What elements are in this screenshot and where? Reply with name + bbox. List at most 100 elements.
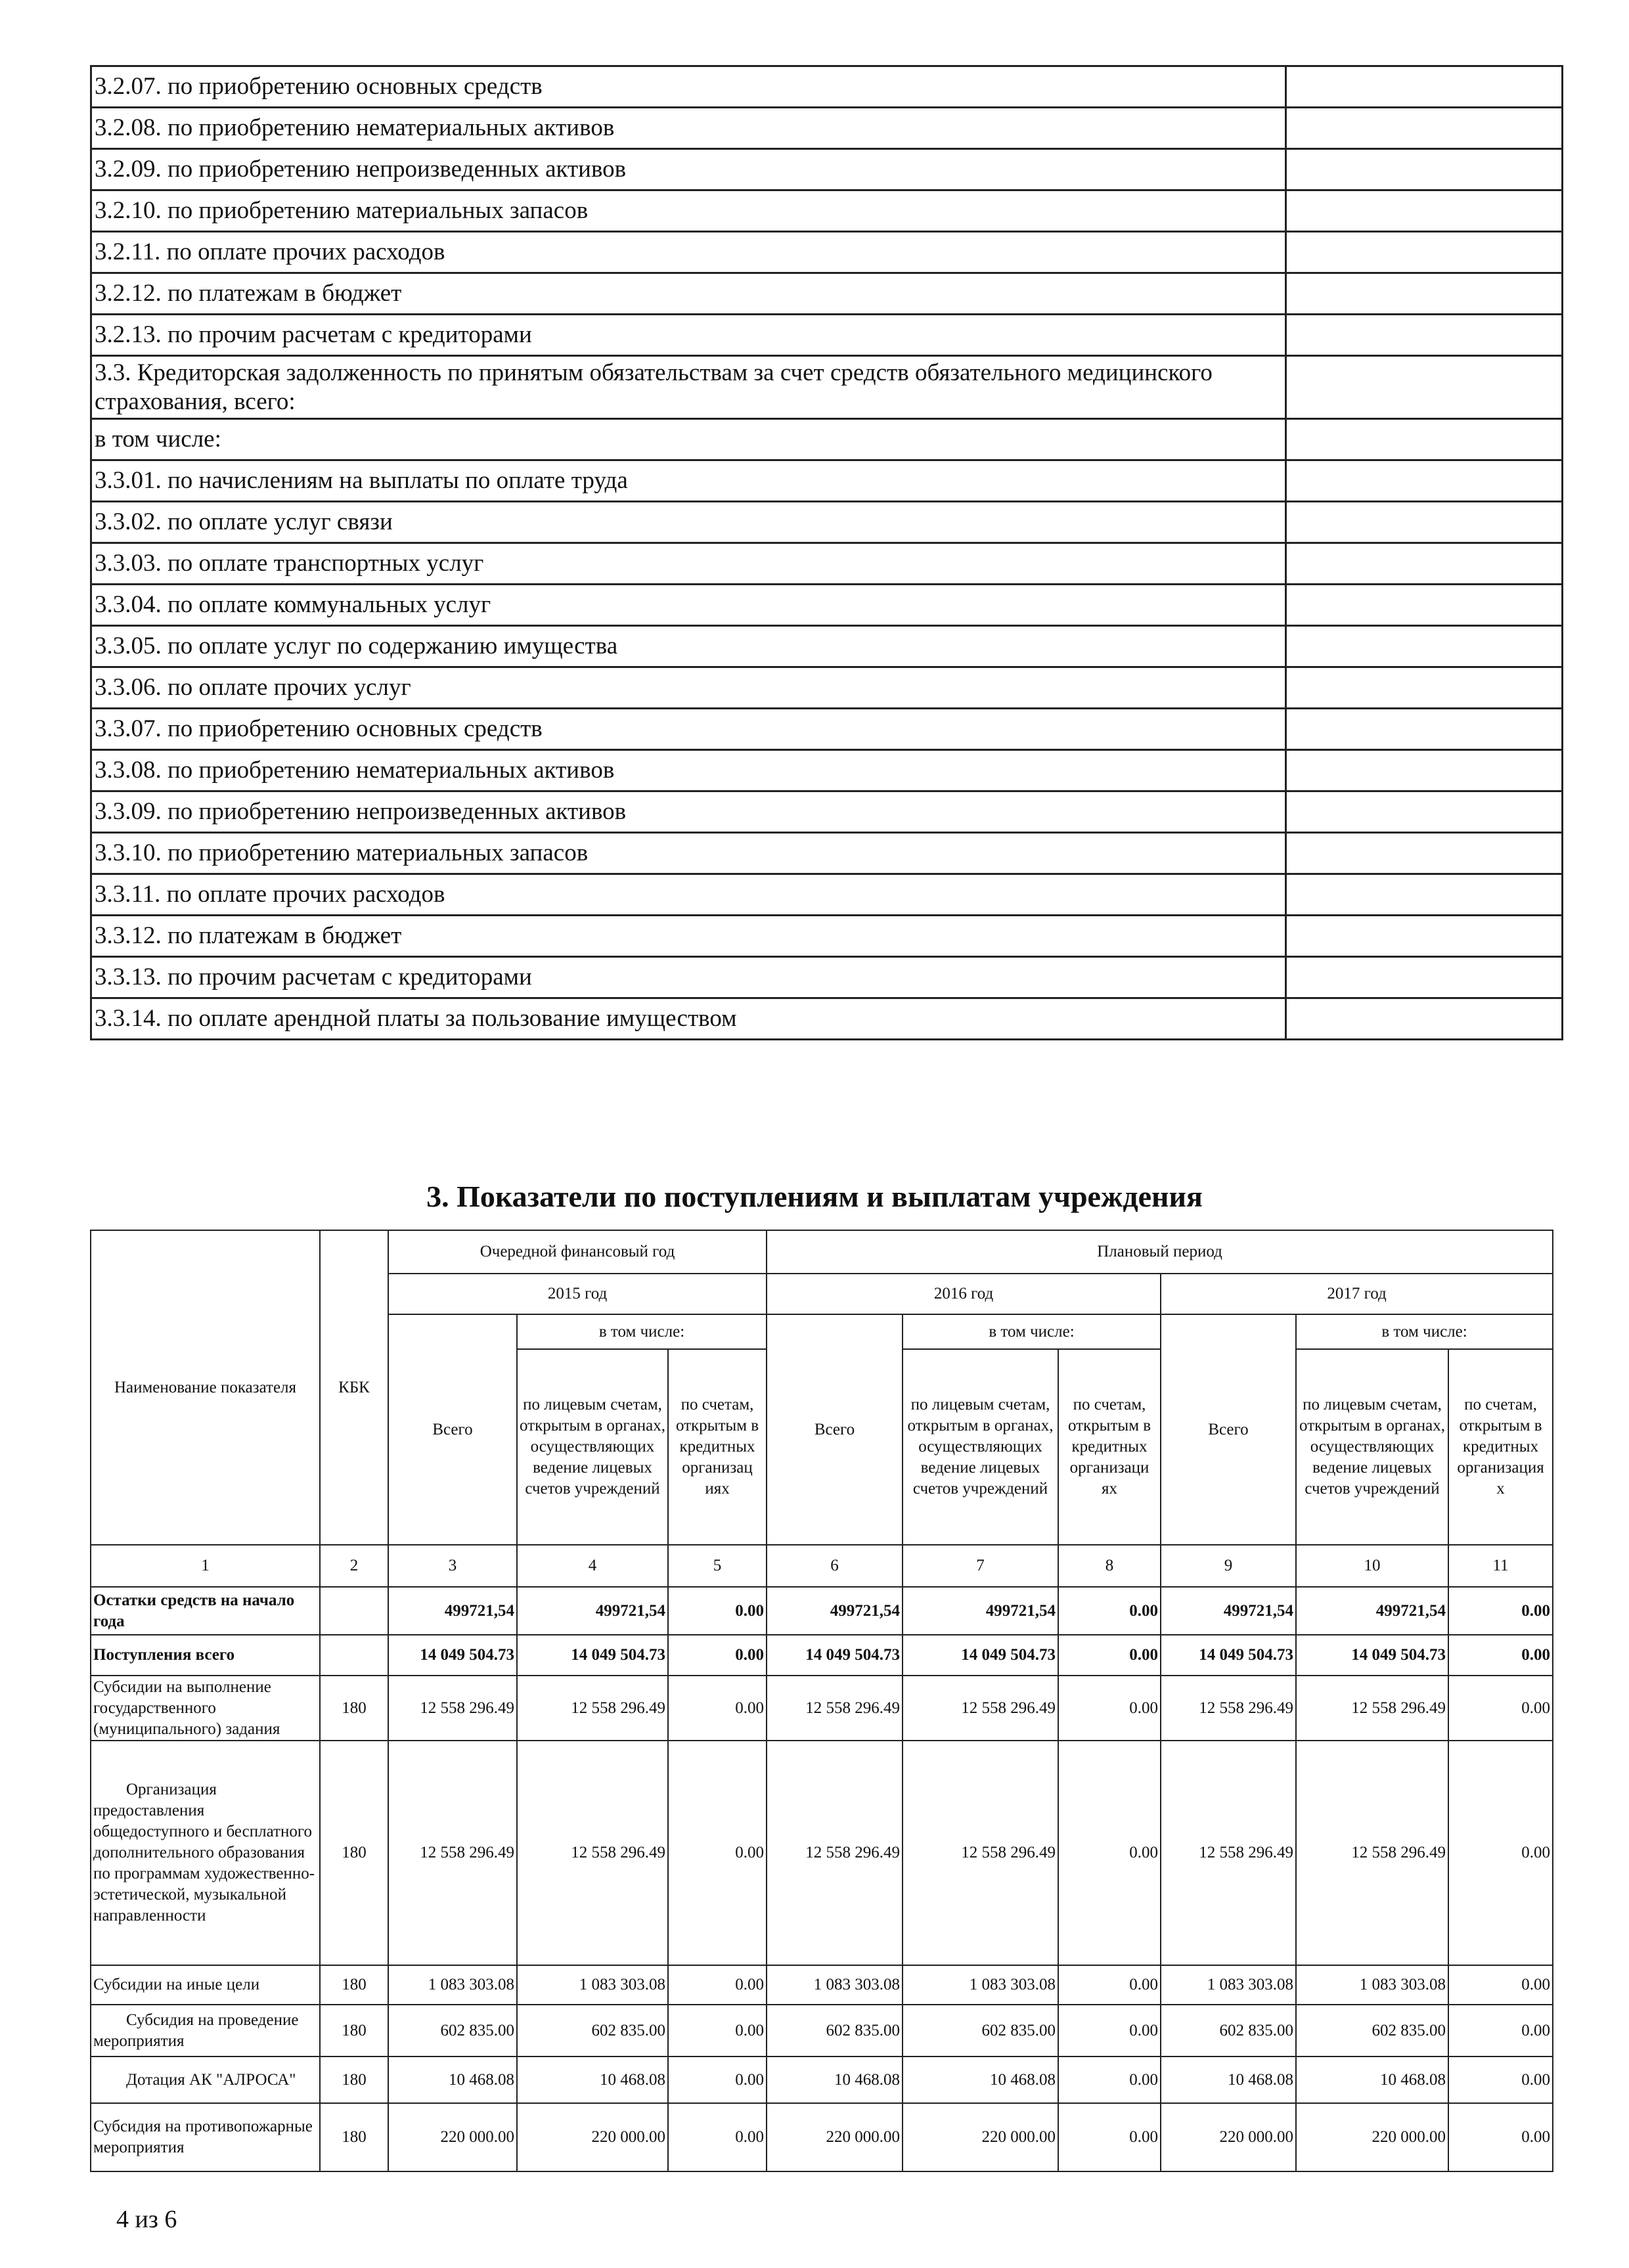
value-cell: 12 558 296.49 [1160,1675,1297,1741]
row-value-cell [1285,583,1563,627]
table-row: 3.3.03. по оплате транспортных услуг [90,542,1563,585]
row-label: 3.2.12. по платежам в бюджет [90,272,1287,315]
value-cell: 12 558 296.49 [1160,1740,1297,1966]
value-cell: 0.00 [1448,1740,1554,1966]
value-cell: 1 083 303.08 [388,1965,518,2005]
row-value-cell [1285,832,1563,875]
row-label: 3.3.09. по приобретению непроизведенных … [90,790,1287,834]
row-label: 3.3.07. по приобретению основных средств [90,707,1287,751]
value-cell: 602 835.00 [766,2004,904,2057]
value-cell: 0.00 [1058,1634,1162,1676]
column-number: 11 [1448,1544,1554,1588]
value-cell: 14 049 504.73 [766,1634,904,1676]
header-credit-accounts-2016: по счетам, открытым в кредитных организа… [1058,1348,1162,1545]
value-cell: 0.00 [1448,1586,1554,1635]
value-cell: 499721,54 [1160,1586,1297,1635]
table-row: 3.2.12. по платежам в бюджет [90,272,1563,315]
column-number: 10 [1295,1544,1450,1588]
value-cell: 0.00 [667,1740,768,1966]
value-cell: 0.00 [667,1675,768,1741]
row-label: 3.3.02. по оплате услуг связи [90,500,1287,544]
value-cell: 220 000.00 [902,2102,1060,2172]
header-including-2016: в том числе: [902,1314,1162,1350]
receipts-payments-table: Наименование показателя КБК Очередной фи… [90,1230,1554,2172]
indicator-name: Поступления всего [90,1634,321,1676]
row-label: 3.3.06. по оплате прочих услуг [90,666,1287,709]
row-value-cell [1285,873,1563,916]
value-cell: 0.00 [667,1586,768,1635]
table-row: Субсидии на иные цели 180 1 083 303.08 1 08… [90,1965,1554,2005]
row-value-cell [1285,749,1563,792]
table-row: Субсидия на проведение мероприятия 180 602… [90,2004,1554,2057]
value-cell: 0.00 [1058,1740,1162,1966]
value-cell: 0.00 [1058,2056,1162,2104]
row-label: 3.3.08. по приобретению нематериальных а… [90,749,1287,792]
value-cell: 0.00 [1058,1675,1162,1741]
table-row: 3.2.07. по приобретению основных средств [90,65,1563,108]
indicator-name: Дотация АК "АЛРОСА" [90,2056,321,2104]
table-row: Субсидия на противопожарные мероприятия 1… [90,2102,1554,2172]
table-row: в том числе: [90,418,1563,461]
table-row: 3.3.02. по оплате услуг связи [90,500,1563,544]
header-year-2017: 2017 год [1160,1273,1554,1315]
column-number: 9 [1160,1544,1297,1588]
header-year-2015: 2015 год [387,1273,768,1315]
table-row: 3.3.10. по приобретению материальных зап… [90,832,1563,875]
value-cell: 14 049 504.73 [388,1634,518,1676]
row-value-cell [1285,997,1563,1040]
row-label: 3.2.11. по оплате прочих расходов [90,231,1287,274]
value-cell: 220 000.00 [1160,2102,1297,2172]
value-cell: 10 468.08 [388,2056,518,2104]
value-cell: 0.00 [1448,2056,1554,2104]
indicator-name: Субсидии на выполнение государственного … [90,1675,321,1741]
header-total-2017: Всего [1160,1314,1297,1545]
row-label: 3.3.14. по оплате арендной платы за поль… [90,997,1287,1040]
value-cell: 602 835.00 [902,2004,1060,2057]
value-cell: 12 558 296.49 [766,1675,904,1741]
row-value-cell [1285,313,1563,357]
row-value-cell [1285,418,1563,461]
kbk-code: 180 [319,1740,389,1966]
indicator-name: Остатки средств на начало года [90,1586,321,1635]
row-value-cell [1285,272,1563,315]
kbk-code: 180 [319,1965,389,2005]
value-cell: 10 468.08 [516,2056,669,2104]
value-cell: 12 558 296.49 [902,1675,1060,1741]
value-cell: 602 835.00 [388,2004,518,2057]
row-label: 3.3.01. по начислениям на выплаты по опл… [90,459,1287,502]
value-cell: 0.00 [1448,1675,1554,1741]
row-label: 3.3.03. по оплате транспортных услуг [90,542,1287,585]
value-cell: 0.00 [1058,2004,1162,2057]
table-row: 3.2.13. по прочим расчетам с кредиторами [90,313,1563,357]
column-number: 6 [766,1544,904,1588]
value-cell: 499721,54 [766,1586,904,1635]
row-value-cell [1285,666,1563,709]
value-cell: 602 835.00 [1160,2004,1297,2057]
value-cell: 12 558 296.49 [388,1675,518,1741]
indicator-name: Субсидии на иные цели [90,1965,321,2005]
row-value-cell [1285,355,1563,420]
row-value-cell [1285,189,1563,233]
value-cell: 0.00 [1058,1586,1162,1635]
value-cell: 0.00 [667,2004,768,2057]
column-number: 2 [319,1544,389,1588]
row-value-cell [1285,542,1563,585]
value-cell: 12 558 296.49 [902,1740,1060,1966]
value-cell: 12 558 296.49 [516,1675,669,1741]
indicator-name: Субсидия на проведение мероприятия [90,2004,321,2057]
header-personal-accounts-2016: по лицевым счетам, открытым в органах, о… [902,1348,1060,1545]
row-label: 3.2.07. по приобретению основных средств [90,65,1287,108]
row-label: 3.3.11. по оплате прочих расходов [90,873,1287,916]
header-including-2015: в том числе: [516,1314,768,1350]
value-cell: 499721,54 [388,1586,518,1635]
header-credit-accounts-2015: по счетам, открытым в кредитных организа… [667,1348,768,1545]
header-planned-period: Плановый период [766,1230,1554,1274]
value-cell: 12 558 296.49 [516,1740,669,1966]
value-cell: 12 558 296.49 [388,1740,518,1966]
value-cell: 499721,54 [516,1586,669,1635]
value-cell: 0.00 [1448,1965,1554,2005]
row-label: 3.3.05. по оплате услуг по содержанию им… [90,625,1287,668]
value-cell: 0.00 [1448,2102,1554,2172]
table-row: 3.3.11. по оплате прочих расходов [90,873,1563,916]
value-cell: 10 468.08 [1295,2056,1450,2104]
